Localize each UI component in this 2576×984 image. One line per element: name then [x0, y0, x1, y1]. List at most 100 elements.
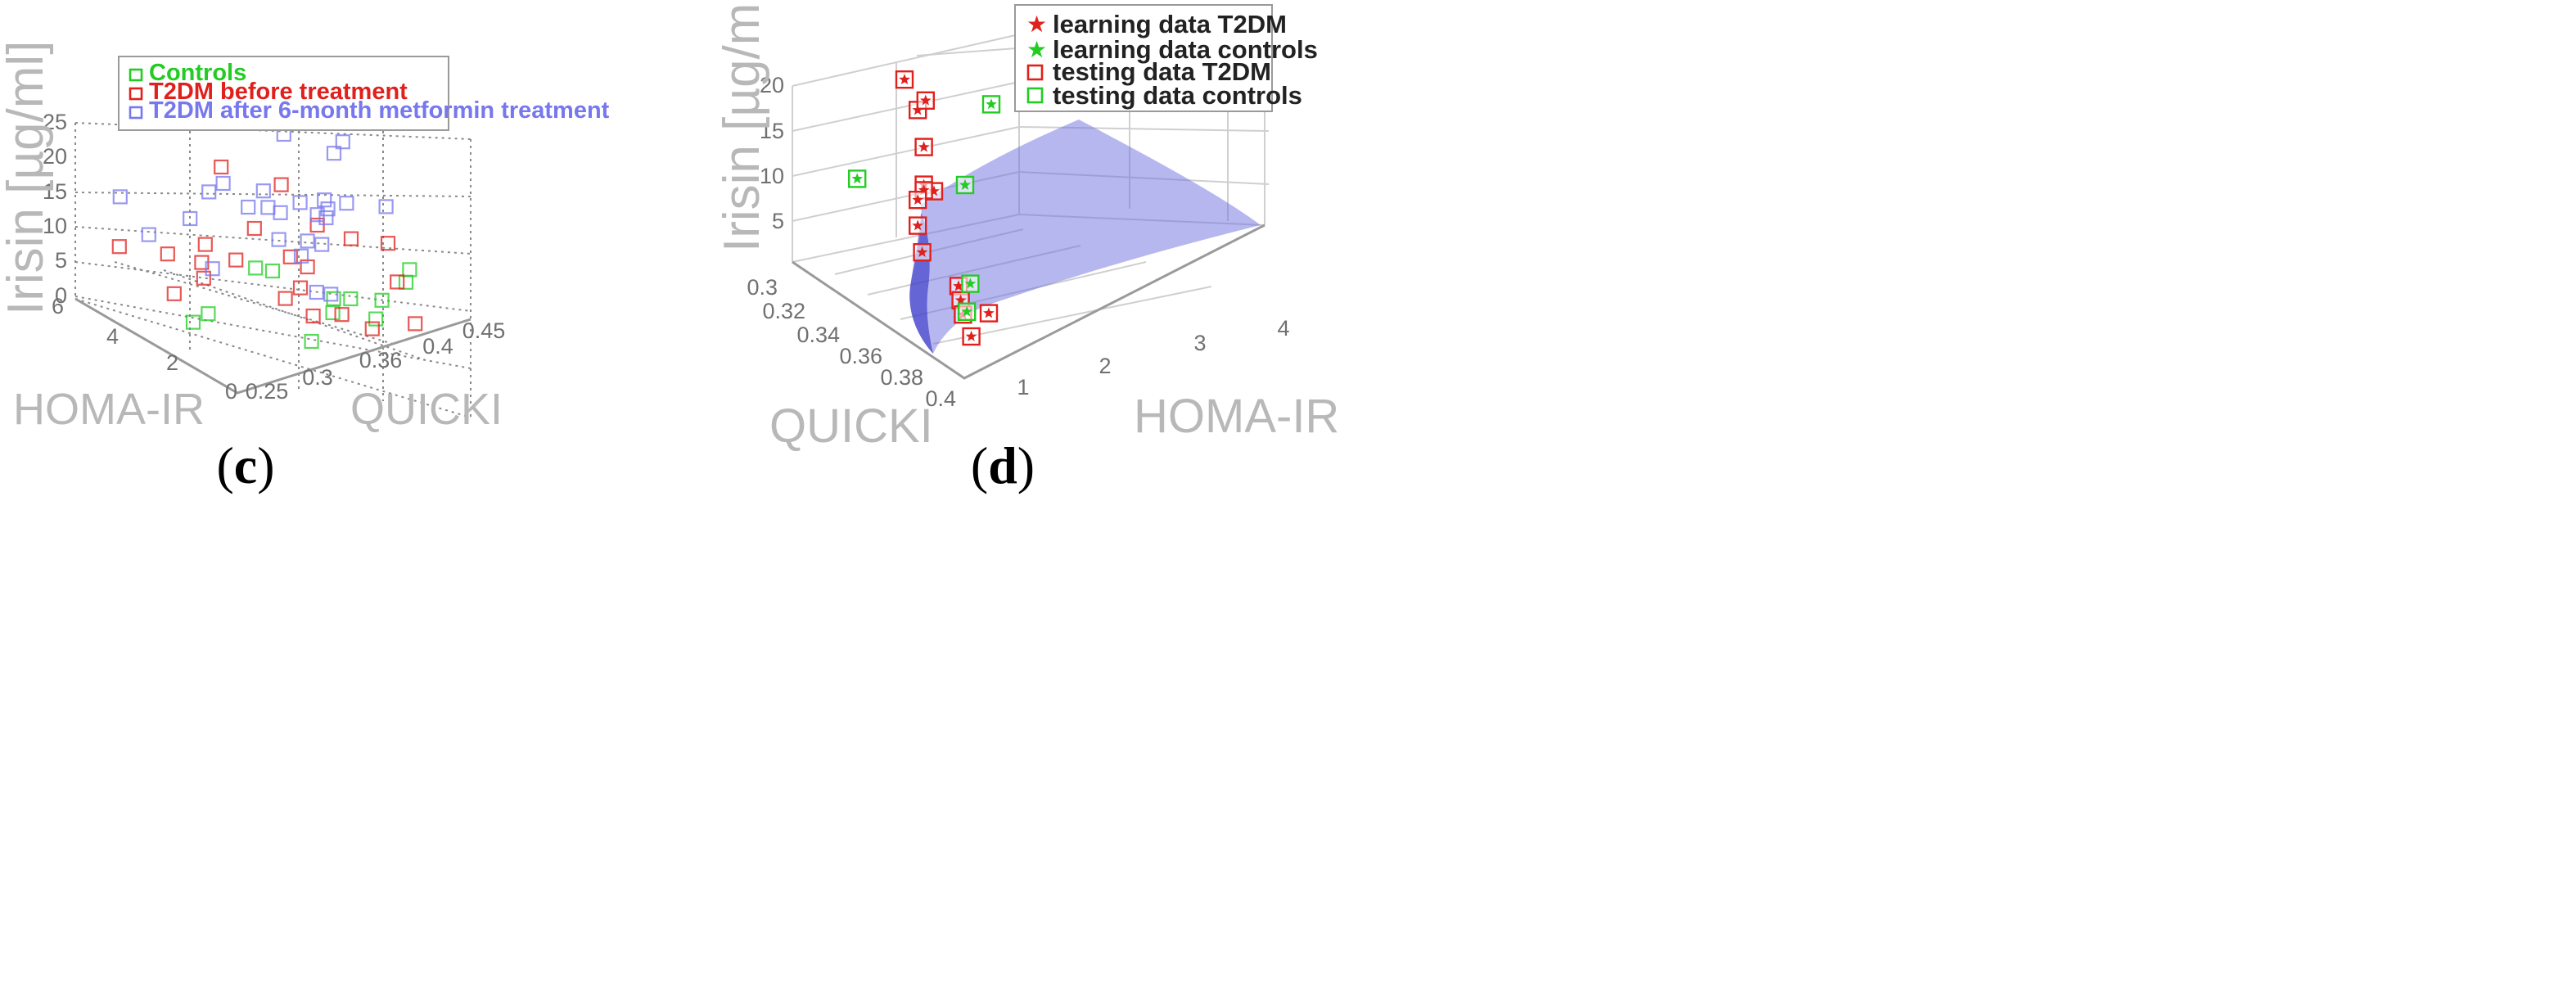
data-point — [282, 249, 298, 264]
data-point — [305, 308, 321, 324]
data-point — [201, 184, 217, 200]
data-point-star — [899, 74, 910, 84]
data-point-star — [954, 294, 967, 305]
data-point — [378, 199, 394, 214]
legend-item-testing-t2dm: testing data T2DM — [1053, 57, 1271, 86]
legend-item-controls: Controls — [149, 60, 246, 86]
z-axis-label-d: Irisin [µg/ml] — [714, 0, 770, 252]
z-tick: 20 — [43, 144, 67, 169]
z-tick: 5 — [55, 248, 67, 273]
data-point — [141, 227, 156, 242]
data-point — [364, 321, 380, 336]
data-point-star — [928, 185, 940, 196]
x-tick: 1 — [1017, 375, 1029, 399]
x-ticks-c: 0.25 0.3 0.36 0.4 0.45 — [246, 318, 506, 404]
legend-c: Controls T2DM before treatment T2DM afte… — [118, 56, 610, 131]
data-point — [214, 159, 229, 175]
data-point-star — [912, 219, 923, 231]
x-tick: 0.25 — [246, 379, 289, 404]
square-marker-icon — [1026, 64, 1044, 81]
legend-box-d — [1014, 4, 1273, 112]
data-point — [241, 199, 256, 215]
data-point-star — [961, 305, 972, 317]
data-point — [339, 196, 354, 211]
data-point — [197, 237, 213, 252]
data-point — [343, 291, 359, 307]
x-tick: 2 — [1099, 354, 1111, 378]
data-point — [248, 260, 264, 276]
x-tick: 0.4 — [422, 334, 453, 359]
x-tick: 3 — [1193, 331, 1206, 355]
y-ticks-d: 0.3 0.32 0.34 0.36 0.38 0.4 — [747, 275, 956, 411]
z-tick: 10 — [760, 164, 784, 188]
markers-c — [111, 126, 423, 350]
data-point — [380, 236, 396, 251]
data-point-star — [918, 184, 930, 196]
y-axis-label-d: QUICKI — [769, 399, 933, 453]
z-ticks-d: 20 15 10 5 — [760, 73, 784, 233]
data-point — [323, 287, 339, 302]
y-tick: 0.34 — [796, 323, 840, 347]
data-point — [196, 270, 211, 286]
data-point — [111, 239, 127, 255]
star-icon: ★ — [1026, 37, 1047, 62]
y-tick: 6 — [52, 294, 64, 318]
data-point — [201, 306, 216, 322]
data-point — [292, 195, 308, 210]
data-point — [368, 311, 384, 327]
data-point-star — [953, 280, 964, 291]
data-point — [402, 262, 417, 278]
legend-item-learning-t2dm: learning data T2DM — [1053, 10, 1287, 38]
x-axis-label-c: QUICKI — [350, 385, 503, 434]
star-icon: ★ — [1026, 11, 1047, 37]
data-point — [183, 210, 198, 227]
data-point — [215, 175, 231, 192]
data-point — [343, 231, 359, 246]
data-point-star — [965, 330, 977, 341]
data-point-star — [916, 246, 928, 257]
data-point — [246, 220, 262, 237]
data-point-star — [920, 94, 932, 106]
data-point — [166, 286, 182, 301]
data-point-star — [851, 173, 864, 184]
z-ticks-c: 25 20 15 10 5 0 — [43, 110, 67, 308]
x-tick: 4 — [1277, 316, 1289, 341]
decision-surface — [909, 120, 1261, 354]
data-point — [273, 177, 289, 192]
data-point — [408, 316, 423, 332]
legend-item-testing-controls: testing data controls — [1053, 81, 1302, 110]
y-tick: 0.32 — [762, 299, 805, 323]
z-tick: 20 — [760, 73, 784, 97]
data-point-star — [912, 194, 923, 205]
data-point — [277, 291, 293, 306]
x-tick: 0.45 — [462, 318, 506, 343]
chart-panel-c: 25 20 15 10 5 0 6 4 2 0 0.25 0.3 0.36 0.… — [0, 41, 610, 494]
y-tick: 0.36 — [839, 344, 882, 368]
axes-c-frame — [74, 297, 471, 395]
data-point — [260, 200, 276, 215]
data-point-star — [959, 178, 971, 190]
data-point — [292, 280, 309, 296]
markers-d — [847, 70, 1001, 346]
data-point — [264, 263, 281, 279]
x-axis-label-d: HOMA-IR — [1134, 390, 1339, 443]
data-point — [334, 307, 350, 323]
y-tick: 4 — [106, 324, 119, 349]
z-tick: 25 — [43, 110, 67, 134]
legend-item-learning-controls: learning data controls — [1053, 35, 1318, 64]
z-tick: 15 — [760, 119, 784, 143]
y-tick: 0.38 — [880, 365, 923, 390]
z-axis-label-c: Irisin [µg/ml] — [0, 41, 54, 315]
data-point-star — [964, 278, 977, 289]
data-point-star — [986, 98, 997, 110]
data-point — [318, 210, 334, 226]
legend-box-c — [118, 56, 449, 131]
data-point — [205, 261, 220, 277]
data-point — [390, 274, 405, 290]
panel-label-c: (c) — [216, 436, 274, 494]
data-point — [304, 333, 319, 350]
y-tick: 0.3 — [747, 275, 778, 300]
data-point — [293, 248, 309, 264]
data-point — [112, 189, 128, 205]
